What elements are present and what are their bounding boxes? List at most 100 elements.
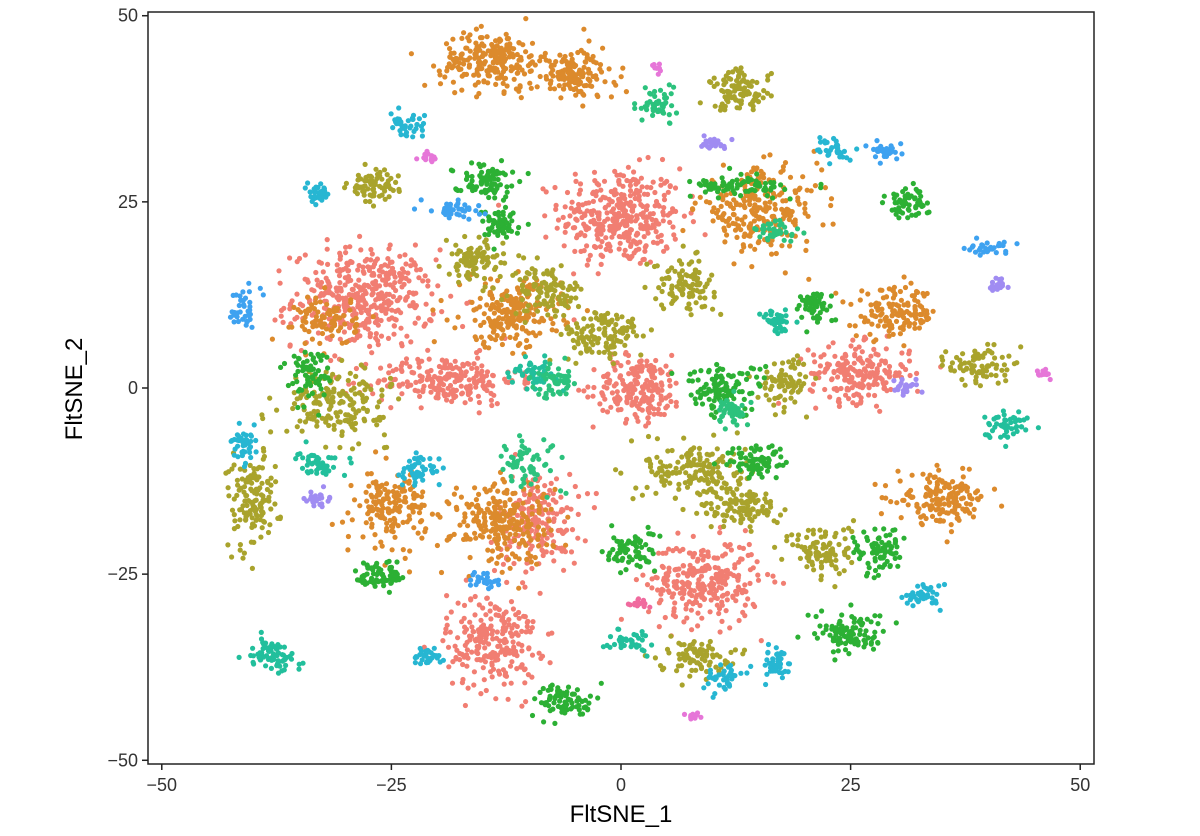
data-point [749, 78, 756, 84]
data-point [583, 200, 589, 206]
cluster-16-orange [269, 285, 376, 358]
data-point [494, 541, 500, 547]
data-point [478, 66, 484, 72]
data-point [543, 189, 549, 195]
data-point [523, 49, 529, 55]
data-point [243, 514, 249, 520]
data-point [772, 544, 778, 550]
data-point [536, 507, 542, 513]
data-point [492, 650, 498, 656]
data-point [326, 422, 332, 429]
data-point [991, 486, 998, 492]
data-point [326, 391, 332, 397]
data-point [607, 248, 614, 254]
data-point [385, 335, 392, 341]
data-point [902, 284, 909, 291]
data-point [818, 534, 824, 540]
data-point [447, 629, 453, 635]
data-point [690, 272, 697, 278]
data-point [231, 511, 237, 518]
data-point [719, 602, 725, 608]
data-point [403, 499, 409, 505]
data-point [741, 244, 747, 250]
data-point [862, 315, 868, 321]
data-point [385, 183, 391, 189]
data-point [464, 663, 470, 669]
data-point [645, 415, 651, 421]
data-point [337, 444, 343, 451]
data-point [342, 321, 348, 327]
data-point [736, 617, 742, 624]
data-point [622, 342, 628, 348]
data-point [596, 335, 602, 342]
cluster-28-olive [680, 481, 788, 534]
data-point [567, 213, 573, 219]
data-point [330, 399, 336, 405]
data-point [702, 284, 708, 290]
data-point [454, 506, 460, 513]
data-point [508, 64, 514, 70]
data-point [500, 614, 506, 621]
data-point [507, 497, 513, 503]
data-point [868, 353, 874, 359]
data-point [581, 221, 587, 227]
data-point [780, 167, 786, 173]
data-point [842, 377, 848, 383]
data-point [476, 656, 482, 663]
data-point [827, 540, 833, 546]
data-point [742, 231, 748, 237]
data-point [340, 388, 346, 394]
data-point [328, 291, 335, 297]
data-point [650, 239, 657, 245]
data-point [898, 297, 905, 303]
data-point [876, 362, 883, 368]
data-point [790, 357, 797, 363]
data-point [765, 77, 771, 83]
data-point [865, 291, 871, 297]
data-point [581, 26, 587, 32]
data-point [494, 401, 500, 407]
data-point [477, 347, 483, 354]
data-point [253, 511, 259, 517]
data-point [593, 60, 599, 66]
data-point [883, 346, 889, 352]
data-point [764, 369, 770, 375]
data-point [313, 398, 319, 405]
data-point [954, 484, 960, 490]
data-point [773, 250, 779, 257]
data-point [329, 521, 335, 528]
data-point [406, 289, 412, 296]
data-point [722, 227, 728, 233]
data-point [612, 168, 618, 174]
data-point [710, 218, 716, 224]
data-point [550, 497, 556, 503]
cluster-22-olive [642, 243, 724, 318]
data-point [345, 510, 351, 516]
data-point [430, 311, 436, 317]
data-point [804, 534, 810, 541]
data-point [526, 645, 532, 651]
data-point [287, 343, 293, 349]
data-point [671, 579, 677, 585]
data-point [669, 209, 676, 215]
data-point [513, 64, 519, 70]
data-point [529, 266, 535, 272]
data-point [488, 539, 494, 546]
data-point [505, 324, 511, 330]
data-point [479, 363, 485, 369]
data-point [559, 300, 565, 307]
data-point [564, 326, 570, 332]
data-point [692, 200, 698, 206]
data-point [579, 334, 585, 340]
data-point [314, 423, 320, 429]
data-point [479, 534, 486, 540]
data-point [469, 299, 475, 305]
data-point [483, 237, 489, 243]
data-point [730, 205, 737, 212]
data-point [537, 330, 543, 336]
data-point [615, 407, 621, 413]
data-point [294, 291, 300, 297]
data-point [302, 314, 308, 320]
data-point [585, 257, 592, 263]
data-point [564, 320, 571, 326]
